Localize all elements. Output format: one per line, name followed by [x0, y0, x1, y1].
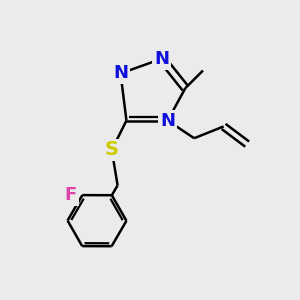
Text: F: F — [64, 186, 77, 204]
Text: N: N — [113, 64, 128, 82]
Text: N: N — [160, 112, 175, 130]
Text: S: S — [105, 140, 119, 160]
Text: N: N — [154, 50, 169, 68]
